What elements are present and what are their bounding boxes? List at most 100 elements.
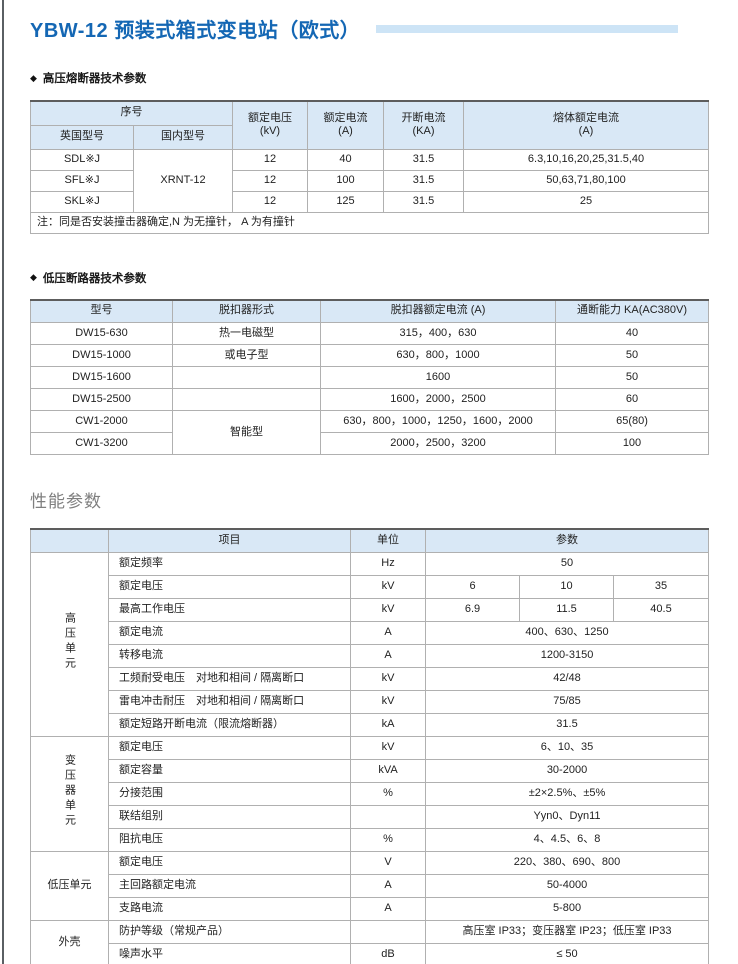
- fuse-header-cn-model: 国内型号: [133, 124, 233, 150]
- perf-header-item: 项目: [108, 528, 351, 553]
- perf-item: 支路电流: [108, 896, 351, 921]
- perf-row: 额定短路开断电流（限流熔断器） kA 31.5: [31, 712, 710, 737]
- perf-group-hv: 高压单元: [30, 551, 109, 737]
- perf-value: 220、380、690、800: [424, 850, 710, 875]
- perf-value: 50-4000: [424, 873, 710, 898]
- perf-value: 30-2000: [424, 758, 710, 783]
- perf-item: 雷电冲击耐压 对地和相间 / 隔离断口: [108, 689, 351, 714]
- section-heading-breaker: ◆ 低压断路器技术参数: [30, 270, 708, 286]
- breaker-header-trip-type: 脱扣器形式: [172, 299, 321, 323]
- breaker-row: CW1-3200 2000，2500，3200 100: [30, 432, 709, 455]
- perf-unit: [350, 919, 426, 944]
- perf-unit: kV: [350, 666, 426, 691]
- breaker-params-table: 型号 脱扣器形式 脱扣器额定电流 (A) 通断能力 KA(AC380V) DW1…: [30, 298, 709, 455]
- perf-row: 低压单元 额定电压 V 220、380、690、800: [30, 850, 710, 921]
- fuse-header-row-1: 序号 额定电压 (kV) 额定电流 (A) 开断电流 (KA) 熔体额定电流: [30, 100, 709, 150]
- perf-unit: V: [350, 850, 426, 875]
- fuse-note-row: 注：同是否安装撞击器确定,N 为无撞针， A 为有撞针: [30, 211, 709, 234]
- breaker-capacity: 50: [555, 344, 709, 367]
- perf-row: 转移电流 A 1200-3150: [31, 643, 710, 668]
- perf-unit: A: [350, 896, 426, 921]
- fuse-header-seq: 序号: [30, 100, 233, 126]
- perf-row: 主回路额定电流 A 50-4000: [31, 873, 710, 898]
- perf-value: 6、10、35: [424, 735, 710, 760]
- breaker-trip-type: 热一电磁型: [172, 322, 321, 345]
- breaker-model: DW15-2500: [30, 388, 173, 411]
- header-unit: (A): [338, 125, 353, 138]
- perf-value: ≤ 50: [424, 942, 710, 964]
- perf-value: Yyn0、Dyn11: [424, 804, 710, 829]
- fuse-header-row-2: 英国型号 国内型号: [30, 124, 709, 150]
- perf-item: 最高工作电压: [108, 597, 351, 622]
- breaker-trip-current: 1600，2000，2500: [320, 388, 556, 411]
- fuse-current: 100: [307, 169, 384, 192]
- perf-value: 40.5: [612, 597, 710, 622]
- perf-row: 额定电流 A 400、630、1250: [31, 620, 710, 645]
- perf-group-lv: 低压单元: [30, 850, 109, 921]
- perf-row: 变压器单元 额定电压 kV 6、10、35: [30, 735, 710, 852]
- fuse-header-breaking-current: 开断电流 (KA): [383, 100, 464, 150]
- perf-item: 噪声水平: [108, 942, 351, 964]
- group-label-hv: 高压单元: [63, 611, 76, 672]
- breaker-row: DW15-2500 1600，2000，2500 60: [30, 388, 709, 411]
- breaker-model: DW15-1600: [30, 366, 173, 389]
- breaker-capacity: 100: [555, 432, 709, 455]
- breaker-row: DW15-1000 或电子型 630，800，1000 50: [30, 344, 709, 367]
- fuse-body-current: 50,63,71,80,100: [463, 169, 709, 192]
- perf-item: 额定频率: [108, 551, 351, 576]
- page-title: YBW-12 预装式箱式变电站（欧式）: [30, 20, 361, 42]
- breaker-capacity: 65(80): [555, 410, 709, 433]
- perf-item: 联结组别: [108, 804, 351, 829]
- fuse-header-rated-voltage: 额定电压 (kV): [232, 100, 308, 150]
- breaker-header-row: 型号 脱扣器形式 脱扣器额定电流 (A) 通断能力 KA(AC380V): [30, 299, 709, 323]
- breaker-trip-current: 315，400，630: [320, 322, 556, 345]
- page-edge-line: [2, 0, 4, 964]
- perf-value: 10: [519, 574, 614, 599]
- breaker-row: DW15-630 热一电磁型 315，400，630 40: [30, 322, 709, 345]
- fuse-uk-model: SDL※J: [30, 148, 134, 171]
- section-heading-fuse: ◆ 高压熔断器技术参数: [30, 70, 708, 86]
- perf-item: 额定容量: [108, 758, 351, 783]
- breaker-trip-type: [172, 388, 321, 411]
- fuse-row-sdl: SDL※J XRNT-12 12 40 31.5 6.3,10,16,20,25…: [30, 148, 709, 213]
- perf-value: ±2×2.5%、±5%: [424, 781, 710, 806]
- fuse-body-current: 6.3,10,16,20,25,31.5,40: [463, 148, 709, 171]
- perf-group-enclosure: 外壳: [30, 919, 109, 964]
- breaker-trip-type: [172, 366, 321, 389]
- breaker-header-capacity: 通断能力 KA(AC380V): [555, 299, 709, 323]
- perf-item: 额定电压: [108, 850, 351, 875]
- perf-value: 5-800: [424, 896, 710, 921]
- perf-unit: A: [350, 873, 426, 898]
- perf-header-group: [30, 528, 109, 553]
- diamond-bullet-icon: ◆: [30, 72, 37, 83]
- perf-value: 1200-3150: [424, 643, 710, 668]
- perf-header-unit: 单位: [350, 528, 426, 553]
- perf-unit: kV: [350, 574, 426, 599]
- fuse-uk-model: SKL※J: [30, 190, 134, 213]
- fuse-header-uk-model: 英国型号: [30, 124, 134, 150]
- breaker-capacity: 50: [555, 366, 709, 389]
- perf-item: 主回路额定电流: [108, 873, 351, 898]
- perf-unit: kV: [350, 689, 426, 714]
- perf-item: 额定电压: [108, 735, 351, 760]
- breaker-capacity: 40: [555, 322, 709, 345]
- title-accent-bar: [376, 24, 679, 33]
- breaker-row: DW15-1600 1600 50: [30, 366, 709, 389]
- header-unit: (A): [578, 125, 594, 138]
- perf-row: 工频耐受电压 对地和相间 / 隔离断口 kV 42/48: [31, 666, 710, 691]
- header-line-1: 额定电压: [248, 111, 292, 124]
- perf-value: 50: [424, 551, 710, 576]
- breaker-capacity: 60: [555, 388, 709, 411]
- perf-header-row: 项目 单位 参数: [30, 528, 710, 553]
- perf-unit: kV: [350, 597, 426, 622]
- perf-value: 11.5: [519, 597, 614, 622]
- perf-value: 42/48: [424, 666, 710, 691]
- breaker-trip-current: 1600: [320, 366, 556, 389]
- fuse-breaking: 31.5: [383, 169, 464, 192]
- title-row: YBW-12 预装式箱式变电站（欧式）: [30, 14, 708, 43]
- perf-value: 400、630、1250: [424, 620, 710, 645]
- fuse-current: 40: [307, 148, 384, 171]
- perf-unit: Hz: [350, 551, 426, 576]
- perf-value: 4、4.5、6、8: [424, 827, 710, 852]
- perf-row: 外壳 防护等级（常规产品） 高压室 IP33；变压器室 IP23；低压室 IP3…: [30, 919, 710, 964]
